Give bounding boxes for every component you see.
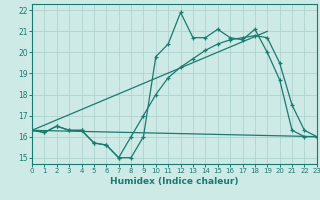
X-axis label: Humidex (Indice chaleur): Humidex (Indice chaleur)	[110, 177, 239, 186]
